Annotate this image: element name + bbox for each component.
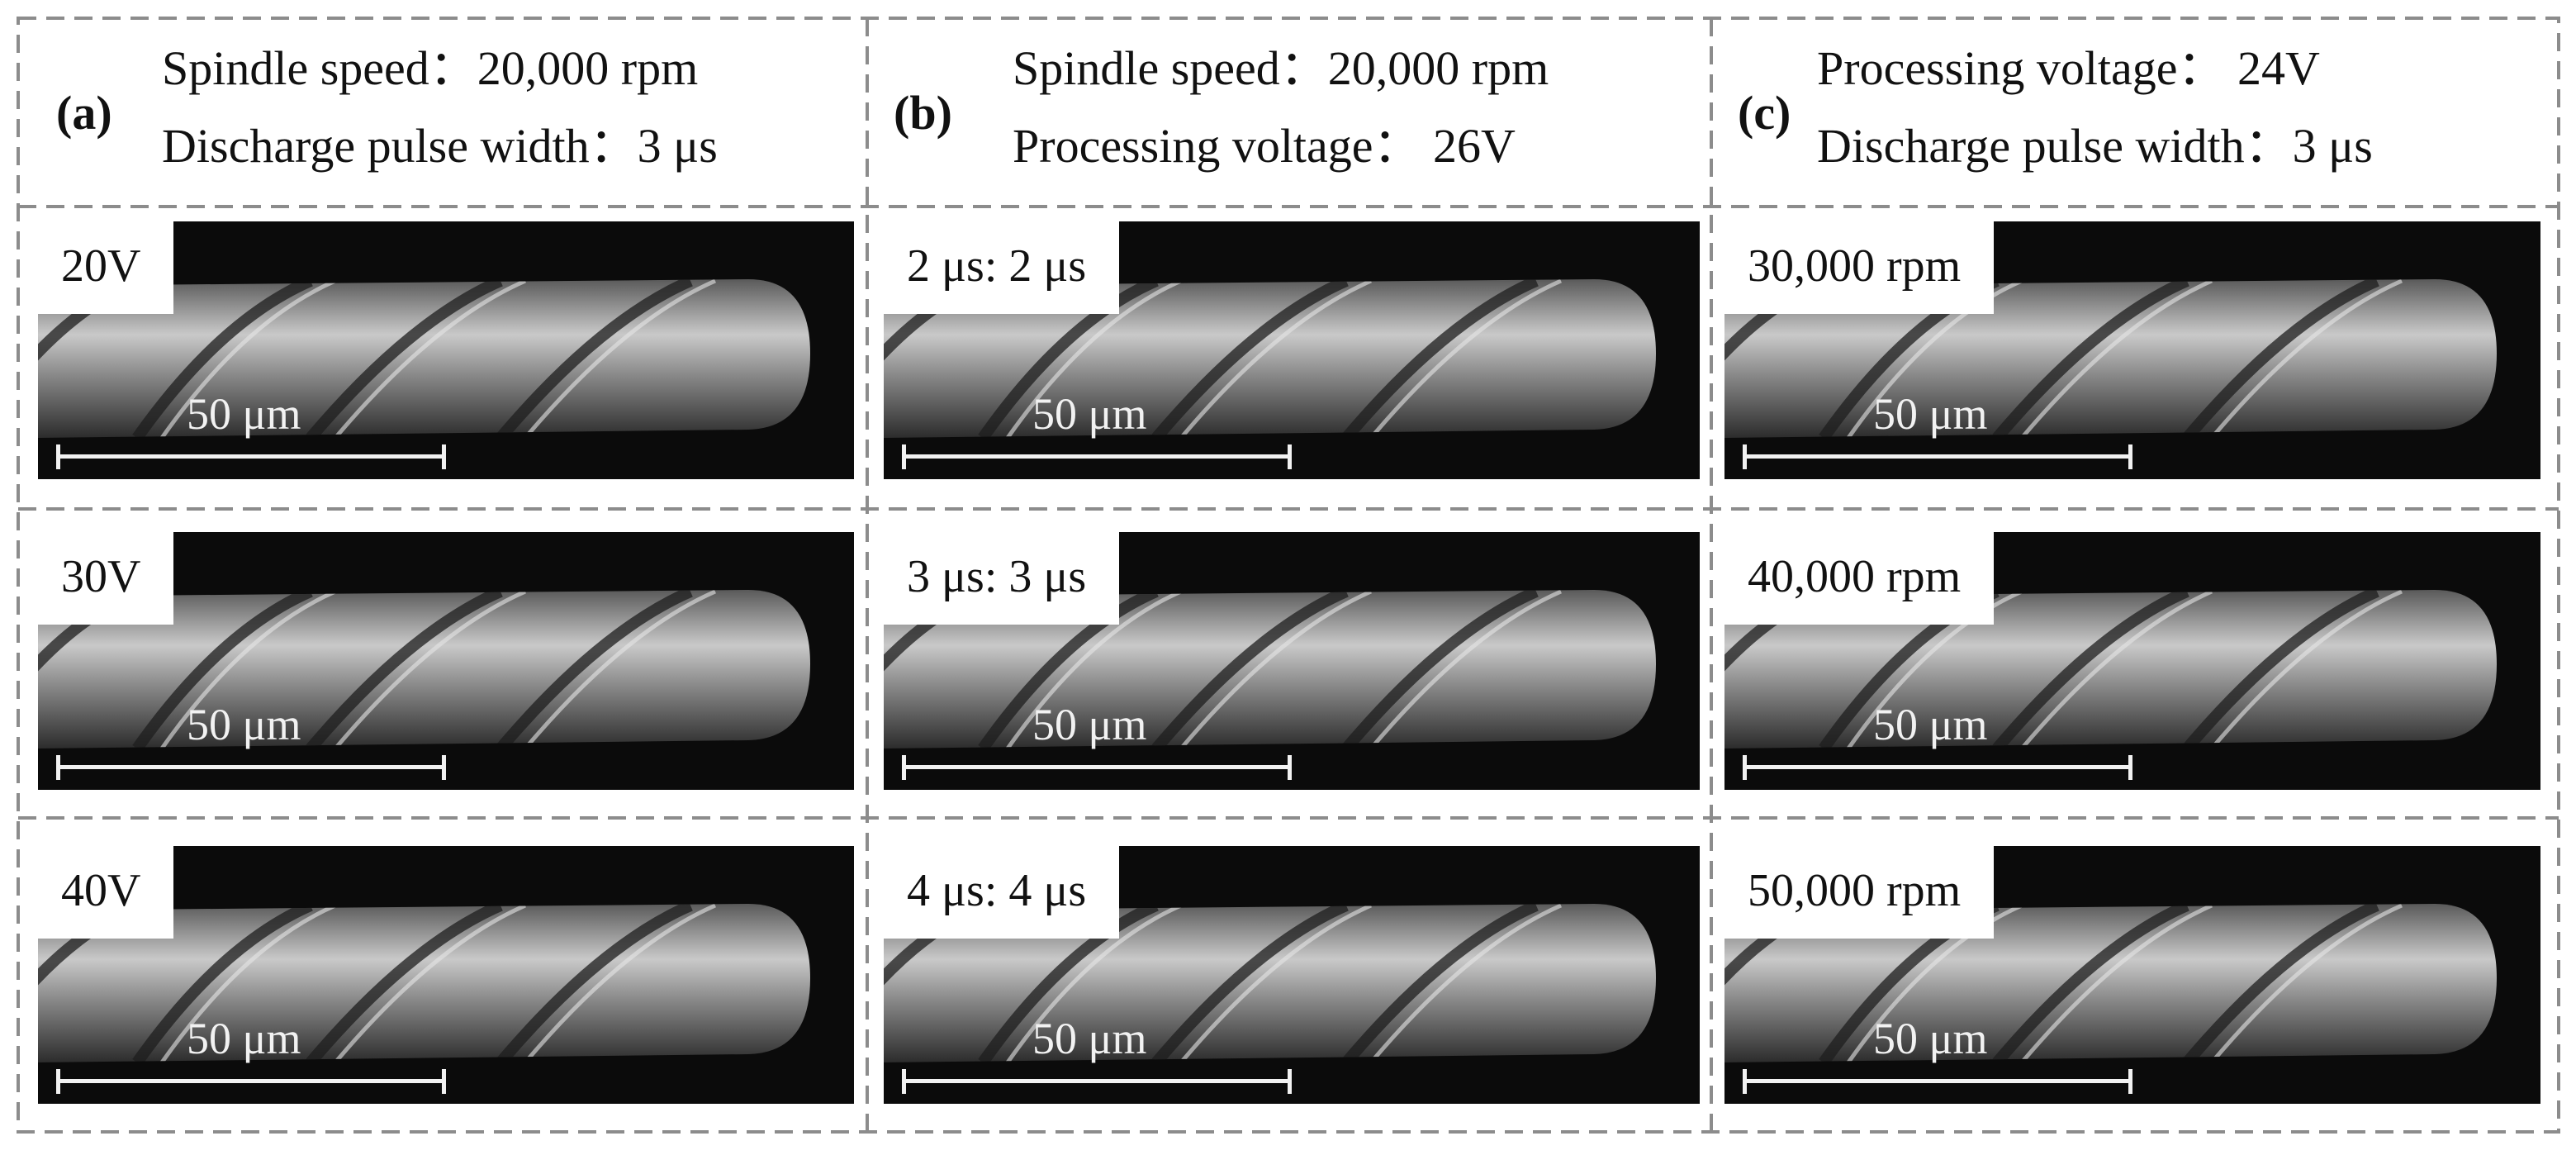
column-b-label: (b) — [894, 86, 952, 140]
scale-bar — [56, 1079, 446, 1083]
scale-bar-label: 50 μm — [1032, 700, 1147, 749]
column-b-condition-2: Processing voltage： 26V — [1013, 119, 1516, 173]
column-a-condition-2: Discharge pulse width：3 μs — [162, 119, 718, 173]
scale-bar-end-cap — [2128, 755, 2132, 780]
panel-condition-label: 2 μs: 2 μs — [884, 221, 1120, 314]
panel-condition-label: 3 μs: 3 μs — [884, 532, 1120, 625]
scale-bar-end-cap — [902, 444, 906, 469]
scale-bar-end-cap — [1743, 444, 1747, 469]
scale-bar — [902, 454, 1292, 459]
drill-micrograph — [884, 904, 1656, 1062]
scale-bar — [56, 454, 446, 459]
scale-bar-end-cap — [902, 1069, 906, 1094]
scale-bar — [1743, 454, 2132, 459]
sem-panel-c-2: 40,000 rpm 50 μm — [1724, 532, 2540, 790]
sem-panel-a-1: 20V 50 μm — [38, 221, 854, 479]
column-c-condition-1: Processing voltage： 24V — [1817, 41, 2320, 95]
scale-bar-end-cap — [1288, 755, 1292, 780]
sem-panel-b-2: 3 μs: 3 μs 50 μm — [884, 532, 1700, 790]
scale-bar-end-cap — [1288, 1069, 1292, 1094]
scale-bar-end-cap — [442, 755, 446, 780]
sem-panel-a-3: 40V 50 μm — [38, 846, 854, 1104]
column-b-condition-1: Spindle speed：20,000 rpm — [1013, 41, 1549, 95]
column-a-header: (a) Spindle speed：20,000 rpm Discharge p… — [33, 25, 859, 198]
scale-bar — [56, 765, 446, 769]
scale-bar — [1743, 765, 2132, 769]
panel-condition-label: 30,000 rpm — [1724, 221, 1995, 314]
scale-bar-label: 50 μm — [1032, 389, 1147, 439]
scale-bar-end-cap — [56, 755, 60, 780]
panel-condition-label: 4 μs: 4 μs — [884, 846, 1120, 939]
column-c-header: (c) Processing voltage： 24V Discharge pu… — [1721, 25, 2555, 198]
column-b-header: (b) Spindle speed：20,000 rpm Processing … — [877, 25, 1703, 198]
scale-bar-end-cap — [442, 1069, 446, 1094]
scale-bar-end-cap — [1743, 755, 1747, 780]
scale-bar-end-cap — [56, 1069, 60, 1094]
panel-condition-label: 30V — [38, 532, 174, 625]
column-c-condition-2: Discharge pulse width：3 μs — [1817, 119, 2373, 173]
scale-bar-label: 50 μm — [187, 389, 301, 439]
drill-micrograph — [1724, 904, 2497, 1062]
sem-panel-c-3: 50,000 rpm 50 μm — [1724, 846, 2540, 1104]
scale-bar-label: 50 μm — [1032, 1014, 1147, 1063]
scale-bar-label: 50 μm — [1873, 389, 1988, 439]
sem-panel-c-1: 30,000 rpm 50 μm — [1724, 221, 2540, 479]
scale-bar-end-cap — [1288, 444, 1292, 469]
drill-micrograph — [38, 590, 810, 749]
scale-bar-end-cap — [2128, 1069, 2132, 1094]
column-a-condition-1: Spindle speed：20,000 rpm — [162, 41, 699, 95]
sem-panel-a-2: 30V 50 μm — [38, 532, 854, 790]
scale-bar — [1743, 1079, 2132, 1083]
scale-bar-label: 50 μm — [187, 700, 301, 749]
scale-bar — [902, 1079, 1292, 1083]
panel-condition-label: 50,000 rpm — [1724, 846, 1995, 939]
scale-bar-end-cap — [1743, 1069, 1747, 1094]
scale-bar-end-cap — [902, 755, 906, 780]
column-a-label: (a) — [56, 86, 112, 140]
scale-bar — [902, 765, 1292, 769]
column-c-label: (c) — [1738, 86, 1791, 140]
sem-panel-b-1: 2 μs: 2 μs 50 μm — [884, 221, 1700, 479]
sem-panel-b-3: 4 μs: 4 μs 50 μm — [884, 846, 1700, 1104]
scale-bar-label: 50 μm — [1873, 1014, 1988, 1063]
scale-bar-end-cap — [2128, 444, 2132, 469]
scale-bar-label: 50 μm — [1873, 700, 1988, 749]
scale-bar-end-cap — [442, 444, 446, 469]
panel-condition-label: 40V — [38, 846, 174, 939]
scale-bar-label: 50 μm — [187, 1014, 301, 1063]
scale-bar-end-cap — [56, 444, 60, 469]
panel-condition-label: 40,000 rpm — [1724, 532, 1995, 625]
panel-condition-label: 20V — [38, 221, 174, 314]
